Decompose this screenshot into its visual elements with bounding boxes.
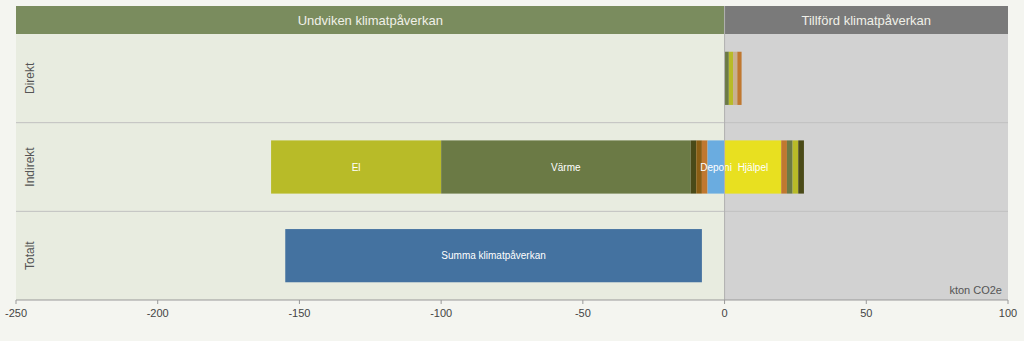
bar-segment: [733, 52, 737, 105]
bar-label: Summa klimatpåverkan: [441, 250, 545, 261]
row-separator: [16, 122, 1008, 123]
row-label: Direkt: [23, 62, 37, 94]
bar-segment: [798, 140, 804, 193]
x-tick: [1008, 300, 1009, 304]
x-tick: [866, 300, 867, 304]
section-header: [725, 6, 1008, 34]
bar-label: El: [352, 162, 361, 173]
x-axis: [16, 300, 1008, 301]
axis-label: kton CO2e: [949, 284, 1002, 296]
bar-segment: [781, 140, 787, 193]
x-tick-label: -250: [5, 307, 27, 319]
x-tick: [724, 300, 725, 304]
section-title: Tillförd klimatpåverkan: [802, 13, 932, 28]
x-tick: [299, 300, 300, 304]
x-tick-label: 0: [722, 307, 728, 319]
row-label: Totalt: [23, 241, 37, 270]
bar-segment: [441, 140, 690, 193]
bar-segment: [271, 140, 441, 193]
x-tick: [16, 300, 17, 304]
bar-segment: [793, 140, 799, 193]
x-tick: [441, 300, 442, 304]
x-tick-label: -200: [147, 307, 169, 319]
bar-segment: [729, 52, 733, 105]
x-tick: [582, 300, 583, 304]
x-tick: [157, 300, 158, 304]
x-tick-label: 50: [860, 307, 872, 319]
bar-segment: [737, 52, 741, 105]
bar-segment: [725, 52, 729, 105]
x-tick-label: -150: [288, 307, 310, 319]
section-title: Undviken klimatpåverkan: [298, 13, 443, 28]
bar-labels: El Värme Deponi Hjälpel Summa klimatpåverkan: [352, 162, 769, 262]
bar-segment: [725, 140, 782, 193]
section-background: [16, 34, 725, 300]
bar-label: Deponi: [700, 162, 732, 173]
chart: Undviken klimatpåverkan Tillförd klimatpå…: [0, 0, 1024, 341]
bar-label: Hjälpel: [738, 162, 769, 173]
x-tick-label: -100: [430, 307, 452, 319]
x-tick-label: -50: [575, 307, 591, 319]
x-tick-label: 100: [999, 307, 1017, 319]
bar-label: Värme: [551, 162, 581, 173]
row-separator: [16, 211, 1008, 212]
bar-segment: [691, 140, 697, 193]
bar-segment: [787, 140, 793, 193]
divider: [724, 6, 725, 300]
bars: [271, 52, 804, 283]
section-background: [725, 34, 1008, 300]
bar-segment: [285, 229, 702, 282]
row-label: Indirekt: [23, 147, 37, 187]
section-header: [16, 6, 725, 34]
